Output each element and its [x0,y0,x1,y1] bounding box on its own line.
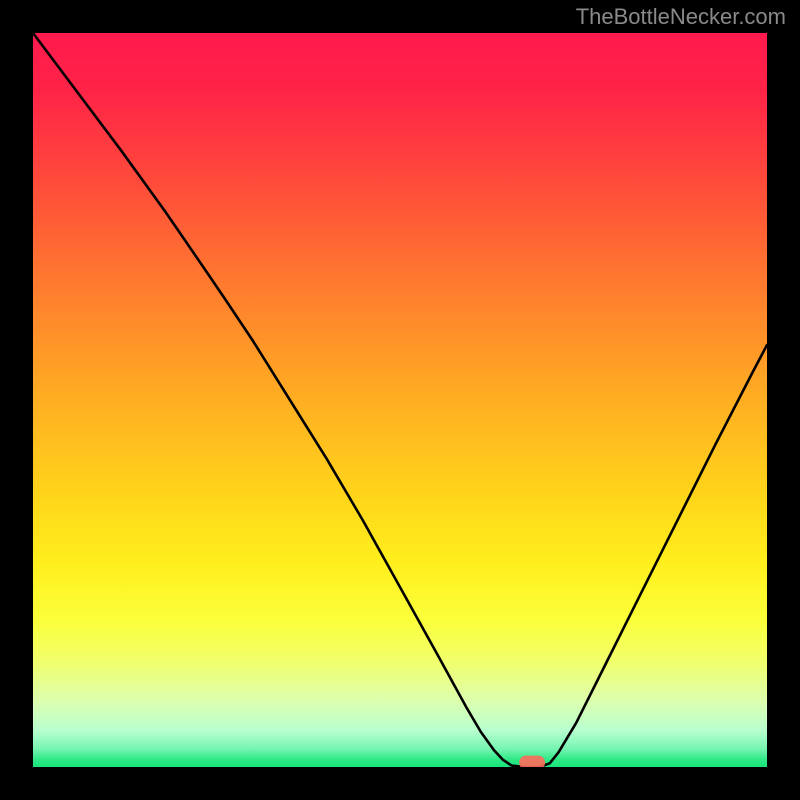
gradient-background [33,33,767,767]
plot-area [33,33,767,770]
stage: TheBottleNecker.com [0,0,800,800]
watermark-text: TheBottleNecker.com [576,4,786,30]
bottleneck-chart [0,0,800,800]
